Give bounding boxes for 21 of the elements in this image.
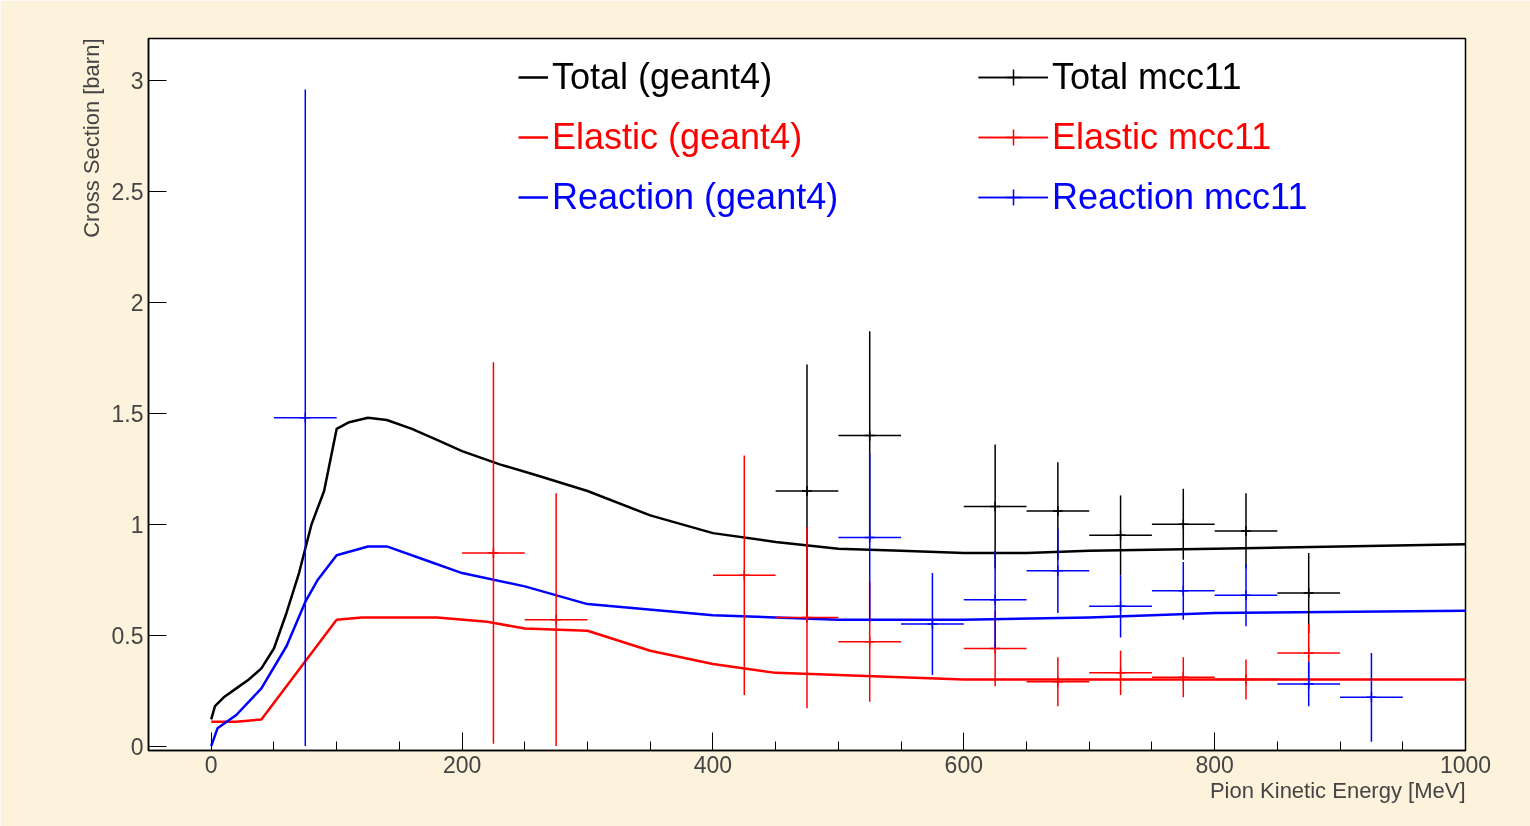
y-tick-label: 3 — [130, 68, 144, 95]
x-axis-title: Pion Kinetic Energy [MeV] — [1209, 777, 1466, 803]
x-tick-label: 200 — [442, 751, 482, 778]
legend-label: Reaction (geant4) — [552, 176, 839, 218]
y-tick-label: 2 — [130, 289, 144, 316]
legend-label: Total (geant4) — [552, 56, 773, 98]
y-tick-label: 1.5 — [111, 400, 144, 427]
y-tick-label: 0 — [130, 733, 144, 760]
x-tick-label: 1000 — [1439, 751, 1492, 778]
y-tick-label: 0.5 — [111, 622, 144, 649]
legend-label: Elastic mcc11 — [1052, 116, 1272, 158]
legend-label: Elastic (geant4) — [552, 116, 803, 158]
y-tick-label: 2.5 — [111, 179, 144, 206]
x-tick-label: 0 — [204, 751, 218, 778]
legend-label: Total mcc11 — [1052, 56, 1242, 98]
y-axis-title: Cross Section [barn] — [78, 38, 104, 238]
legend-label: Reaction mcc11 — [1052, 176, 1308, 218]
x-tick-label: 400 — [693, 751, 733, 778]
y-tick-label: 1 — [130, 511, 144, 538]
x-tick-label: 600 — [944, 751, 983, 778]
x-tick-label: 800 — [1195, 751, 1234, 778]
